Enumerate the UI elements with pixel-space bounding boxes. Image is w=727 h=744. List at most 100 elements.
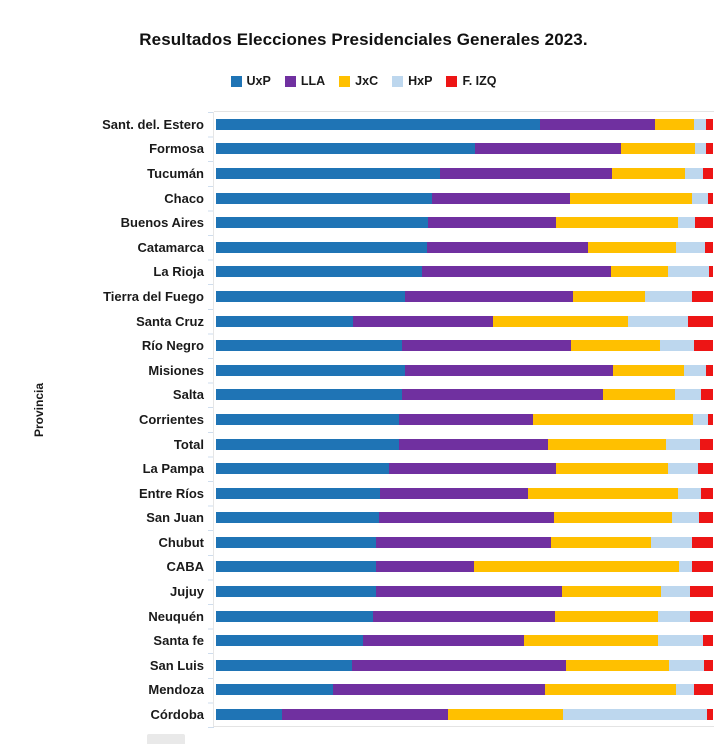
bar-segment-f-izq	[704, 241, 713, 253]
bar-track	[216, 684, 713, 696]
category-label: La Pampa	[142, 461, 204, 477]
bar-segment-jxc	[654, 118, 695, 130]
category-label: Chubut	[158, 534, 204, 550]
bar-segment-hxp	[657, 635, 703, 647]
bar-segment-uxp	[216, 389, 402, 401]
bar-track	[216, 315, 713, 327]
bar-track	[216, 463, 713, 475]
bar-row: Formosa	[0, 137, 727, 162]
bar-segment-hxp	[645, 290, 693, 302]
bar-row: Mendoza	[0, 678, 727, 703]
bar-track	[216, 167, 713, 179]
bar-segment-jxc	[587, 241, 676, 253]
plot-bottom-border	[214, 726, 714, 727]
bar-segment-hxp	[562, 709, 707, 721]
bar-track	[216, 709, 713, 721]
bar-track	[216, 217, 713, 229]
category-label: Santa Cruz	[136, 313, 204, 329]
y-axis-ticks	[208, 112, 214, 728]
bar-track	[216, 635, 713, 647]
category-label: Neuquén	[148, 608, 204, 624]
bar-segment-f-izq	[698, 463, 713, 475]
bar-segment-uxp	[216, 192, 433, 204]
bar-segment-uxp	[216, 512, 380, 524]
bar-segment-f-izq	[690, 610, 713, 622]
bar-segment-uxp	[216, 413, 399, 425]
category-label: Sant. del. Estero	[102, 116, 204, 132]
bar-segment-uxp	[216, 659, 353, 671]
category-label: Jujuy	[170, 584, 204, 600]
legend-label: F. IZQ	[462, 74, 497, 88]
bar-segment-uxp	[216, 438, 399, 450]
bar-segment-hxp	[657, 610, 691, 622]
bar-segment-jxc	[524, 635, 658, 647]
bar-segment-uxp	[216, 143, 475, 155]
bar-segment-lla	[440, 167, 613, 179]
bar-segment-f-izq	[692, 536, 713, 548]
category-label: Chaco	[164, 190, 204, 206]
bar-segment-jxc	[473, 561, 679, 573]
bar-segment-f-izq	[705, 364, 713, 376]
legend-swatch-icon	[446, 75, 458, 87]
bar-segment-hxp	[693, 413, 709, 425]
bar-segment-f-izq	[707, 709, 713, 721]
bar-track	[216, 389, 713, 401]
bar-segment-lla	[428, 217, 557, 229]
bar-row: Chubut	[0, 530, 727, 555]
legend-label: LLA	[300, 74, 326, 88]
bar-segment-uxp	[216, 536, 377, 548]
bar-segment-lla	[388, 463, 556, 475]
bar-segment-f-izq	[702, 635, 713, 647]
bar-segment-hxp	[695, 143, 706, 155]
legend-swatch-icon	[284, 75, 296, 87]
bar-segment-hxp	[669, 659, 704, 671]
bar-row: Salta	[0, 383, 727, 408]
bar-segment-lla	[373, 610, 555, 622]
bar-segment-lla	[401, 389, 604, 401]
bar-segment-f-izq	[706, 143, 713, 155]
bar-row: Misiones	[0, 358, 727, 383]
bar-segment-uxp	[216, 217, 429, 229]
bar-segment-f-izq	[703, 659, 713, 671]
category-label: Entre Ríos	[138, 485, 204, 501]
bar-segment-hxp	[667, 463, 699, 475]
bar-segment-uxp	[216, 167, 441, 179]
bar-track	[216, 241, 713, 253]
category-label: Mendoza	[148, 682, 204, 698]
category-label: La Rioja	[153, 264, 204, 280]
bar-segment-jxc	[553, 512, 672, 524]
legend-swatch-icon	[339, 75, 351, 87]
bar-segment-hxp	[684, 364, 706, 376]
bar-track	[216, 659, 713, 671]
bar-row: San Luis	[0, 653, 727, 678]
bar-segment-hxp	[674, 389, 702, 401]
bar-segment-jxc	[533, 413, 694, 425]
bar-segment-uxp	[216, 463, 389, 475]
bar-track	[216, 586, 713, 598]
bar-segment-hxp	[666, 438, 700, 450]
bar-segment-hxp	[671, 512, 700, 524]
bar-track	[216, 192, 713, 204]
bar-segment-jxc	[556, 217, 678, 229]
bar-segment-jxc	[569, 192, 692, 204]
bar-segment-lla	[421, 266, 612, 278]
bar-segment-f-izq	[707, 192, 713, 204]
bar-segment-uxp	[216, 241, 428, 253]
bar-track	[216, 118, 713, 130]
bar-segment-uxp	[216, 118, 541, 130]
bar-row: Buenos Aires	[0, 210, 727, 235]
bar-row: Neuquén	[0, 604, 727, 629]
bar-segment-lla	[376, 586, 562, 598]
bar-segment-uxp	[216, 266, 422, 278]
bar-segment-jxc	[547, 438, 667, 450]
bar-segment-hxp	[660, 586, 691, 598]
category-label: San Juan	[146, 510, 204, 526]
category-label: Formosa	[149, 141, 204, 157]
bar-row: Catamarca	[0, 235, 727, 260]
bar-segment-uxp	[216, 610, 374, 622]
bar-segment-lla	[379, 512, 554, 524]
bar-segment-f-izq	[694, 217, 713, 229]
bar-segment-jxc	[566, 659, 670, 671]
bar-segment-f-izq	[692, 561, 713, 573]
bar-segment-f-izq	[706, 118, 713, 130]
